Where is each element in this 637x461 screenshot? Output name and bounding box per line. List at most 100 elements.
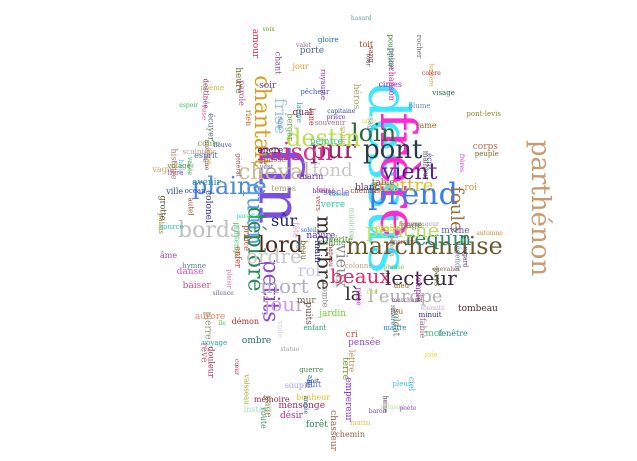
word-198: fou <box>316 186 328 195</box>
word-157: vers <box>313 196 322 212</box>
word-51: guerre <box>299 366 324 375</box>
word-126: rame <box>415 121 437 131</box>
word-125: voile <box>276 320 285 338</box>
word-75: jardin <box>319 309 347 320</box>
word-137: colonne <box>344 261 373 270</box>
word-84: silence <box>212 290 234 298</box>
word-20: mort <box>260 274 309 298</box>
word-39: chemins <box>350 186 380 195</box>
word-81: chanson <box>386 66 396 101</box>
word-162: danse <box>176 267 204 278</box>
word-95: désir <box>279 411 303 422</box>
word-136: statue <box>280 346 300 354</box>
word-154: lettre <box>347 350 357 373</box>
word-19: ordre <box>246 244 302 268</box>
word-3: marchandise <box>346 232 503 260</box>
word-6: pont <box>363 135 423 165</box>
word-184: année <box>302 395 310 414</box>
word-160: chant <box>272 51 282 75</box>
word-80: livre <box>167 168 184 177</box>
word-215: baron <box>368 408 387 416</box>
word-186: éternité <box>420 304 445 312</box>
word-34: fond <box>312 160 353 181</box>
word-83: automne <box>476 230 503 238</box>
word-27: parthénon <box>525 139 556 277</box>
word-197: sage <box>366 117 375 134</box>
word-147: esprit <box>194 150 218 160</box>
word-123: océan <box>184 187 206 196</box>
word-203: voyageur <box>410 221 439 229</box>
word-181: temps <box>271 183 296 193</box>
word-24: beaux <box>330 264 391 288</box>
word-219: valet <box>296 42 312 50</box>
word-145: âme <box>159 250 178 260</box>
word-134: pont-levis <box>466 110 501 119</box>
word-58: nuit <box>305 380 322 390</box>
word-28: requin <box>405 226 472 250</box>
word-89: voix <box>262 25 275 33</box>
word-60: feu <box>390 307 404 317</box>
word-4: prend <box>368 177 458 212</box>
word-13: plaine <box>192 172 267 200</box>
word-115: fenêtre <box>438 329 468 339</box>
word-144: paradis <box>236 213 259 221</box>
word-73: étoile <box>375 223 401 234</box>
word-167: cri <box>345 329 358 340</box>
word-202: musicien <box>347 207 356 240</box>
word-204: pèlerin <box>387 235 395 258</box>
word-155: mot <box>425 329 443 340</box>
word-55: vent <box>260 164 274 172</box>
word-179: destinée <box>201 78 210 109</box>
word-141: démon <box>231 317 260 327</box>
word-77: porte <box>299 45 325 56</box>
word-98: soir <box>259 80 277 91</box>
word-74: forêt <box>305 420 328 431</box>
word-26: l'europe <box>368 286 443 307</box>
word-177: bonheur <box>296 392 331 402</box>
word-143: enfer <box>233 245 243 268</box>
word-86: visage <box>432 88 455 97</box>
word-206: pêcheur <box>300 88 330 97</box>
word-88: souvenir <box>314 119 346 128</box>
word-18: lord <box>258 233 303 258</box>
word-100: aurore <box>194 311 226 322</box>
word-107: village <box>167 161 191 170</box>
word-53: ombre <box>241 335 272 346</box>
word-163: fête <box>291 221 301 238</box>
word-200: peintre <box>309 136 343 147</box>
word-71: marin <box>299 172 324 182</box>
word-209: soldat <box>390 309 401 337</box>
word-96: espoir <box>179 102 199 110</box>
word-161: hymne <box>182 261 206 270</box>
word-36: roi <box>298 261 321 280</box>
word-218: page <box>400 220 423 231</box>
word-129: île <box>218 319 226 327</box>
word-120: colline <box>318 237 346 247</box>
word-156: phrase <box>383 263 405 271</box>
word-25: lecteur <box>385 266 457 290</box>
word-46: vaisseau <box>242 374 251 406</box>
word-166: pleur <box>392 380 412 389</box>
word-135: tombeau <box>458 304 498 315</box>
word-132: source <box>159 222 184 231</box>
word-78: table <box>371 178 395 189</box>
word-8: loin <box>351 119 397 147</box>
word-5: vient <box>382 160 438 185</box>
word-146: corps <box>472 141 498 152</box>
word-205: berger <box>286 113 296 141</box>
word-21: jour <box>264 292 305 316</box>
word-104: mensonge <box>278 401 326 412</box>
word-195: guerrier <box>389 239 415 247</box>
word-10: raison <box>257 138 333 166</box>
word-23: sûr <box>271 211 298 230</box>
word-210: capitaine <box>327 107 356 115</box>
word-174: peine <box>387 47 397 71</box>
word-148: pensée <box>348 337 381 348</box>
word-30: mettre <box>372 175 434 196</box>
word-127: port <box>306 377 320 385</box>
word-99: minuit <box>418 311 442 320</box>
word-14: bords <box>178 218 242 243</box>
word-176: plaisir <box>225 268 233 289</box>
word-29: penche <box>366 218 440 242</box>
word-63: gloire <box>317 35 339 44</box>
